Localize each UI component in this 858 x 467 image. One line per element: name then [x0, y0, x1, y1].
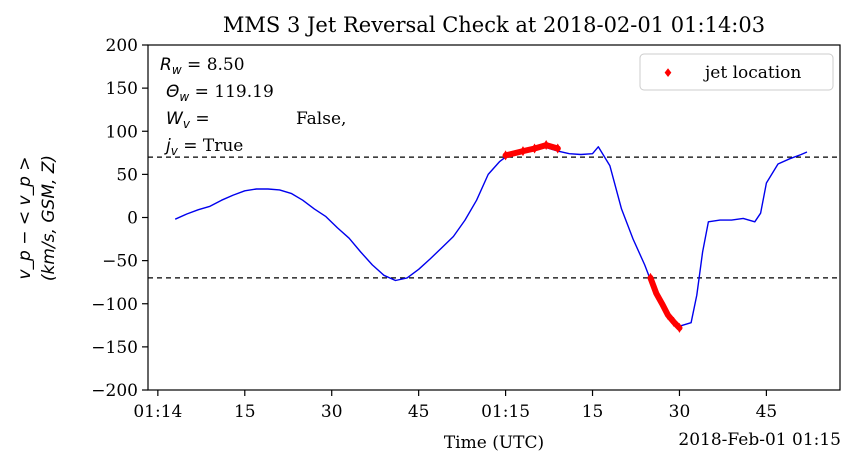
jet-location-marker: [502, 150, 509, 161]
x-tick-label: 45: [756, 402, 778, 422]
y-tick-label: −100: [91, 295, 138, 315]
jet-location-marker: [659, 298, 666, 309]
y-axis-label: v_p − < v_p > (km/s, GSM, Z): [15, 155, 59, 281]
parameter-annotations: Rw = 8.50 Θw = 119.19 Wv = False, jv = T…: [160, 55, 346, 158]
y-tick-label: 150: [106, 79, 138, 99]
chart-title: MMS 3 Jet Reversal Check at 2018-02-01 0…: [223, 13, 765, 37]
annotation-theta: Θw = 119.19: [166, 82, 274, 104]
annotation-r: Rw = 8.50: [160, 55, 245, 77]
x-tick-label: 15: [582, 402, 604, 422]
jet-location-marker: [531, 143, 538, 154]
y-tick-label: 200: [106, 36, 138, 56]
annotation-w: Wv = False,: [166, 109, 346, 131]
legend-label: jet location: [703, 63, 801, 83]
x-offset-label: 2018-Feb-01 01:15: [678, 430, 841, 450]
x-axis-label: Time (UTC): [444, 433, 544, 453]
legend-marker-icon: ♦: [663, 66, 674, 80]
x-tick-label: 30: [669, 402, 691, 422]
y-axis-label-line1: v_p − < v_p >: [15, 156, 35, 279]
x-axis: 01:14 15 30 45 01:15 15 30 45: [133, 390, 777, 422]
jet-location-marker: [670, 316, 677, 327]
jet-location-marker: [543, 140, 550, 151]
legend: ♦ jet location: [639, 53, 834, 91]
jet-location-marker: [676, 322, 683, 333]
y-tick-label: 100: [106, 122, 138, 142]
y-tick-label: −200: [91, 381, 138, 401]
plot-area: [148, 140, 840, 333]
legend-box: [639, 53, 834, 91]
y-tick-label: 0: [127, 209, 138, 229]
x-tick-label: 01:15: [481, 402, 530, 422]
x-tick-label: 01:14: [133, 402, 182, 422]
y-axis-label-line2: (km/s, GSM, Z): [39, 155, 59, 281]
y-tick-label: −50: [102, 252, 138, 272]
annotation-j: jv = True: [164, 136, 243, 158]
y-axis: −200 −150 −100 −50 0 50 100 150 200: [91, 36, 148, 401]
jet-location-marker: [647, 272, 654, 283]
jet-location-marker: [519, 146, 526, 157]
jet-location-marker: [653, 288, 660, 299]
y-tick-label: −150: [91, 338, 138, 358]
y-tick-label: 50: [116, 165, 138, 185]
jet-location-marker: [664, 309, 671, 320]
x-tick-label: 30: [321, 402, 343, 422]
x-tick-label: 45: [408, 402, 430, 422]
x-tick-label: 15: [234, 402, 256, 422]
jet-location-marker: [554, 143, 561, 154]
